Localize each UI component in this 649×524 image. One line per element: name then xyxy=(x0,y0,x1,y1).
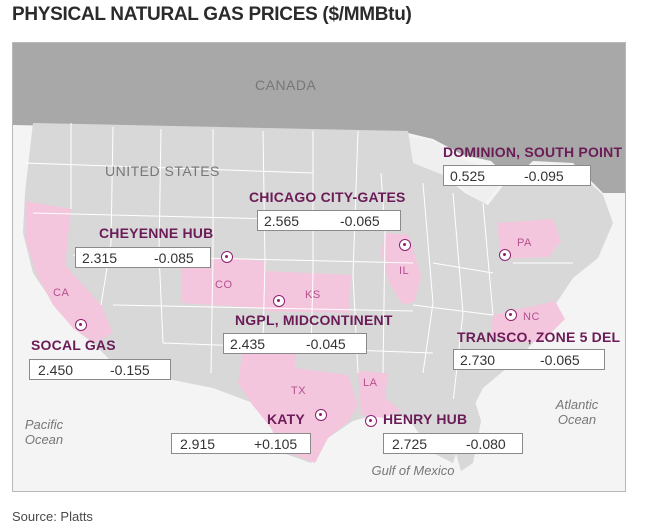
hub-marker-ngpl xyxy=(273,295,285,307)
price-box-transco: 2.730 -0.065 xyxy=(453,349,605,370)
price-box-socal: 2.450 -0.155 xyxy=(29,359,171,380)
hub-label-henry: HENRY HUB xyxy=(383,411,468,427)
hub-marker-dominion xyxy=(499,249,511,261)
hub-marker-chicago xyxy=(399,239,411,251)
hub-label-transco: TRANSCO, ZONE 5 DEL xyxy=(457,329,621,345)
hub-label-cheyenne: CHEYENNE HUB xyxy=(99,225,214,241)
chart-title: PHYSICAL NATURAL GAS PRICES ($/MMBtu) xyxy=(12,4,412,25)
state-il xyxy=(381,233,421,305)
price-change: +0.105 xyxy=(254,436,298,452)
state-tx xyxy=(238,348,358,463)
state-co xyxy=(181,255,265,308)
price-value: 2.450 xyxy=(38,362,74,378)
state-label-la: LA xyxy=(363,377,378,389)
state-label-pa: PA xyxy=(517,237,532,249)
state-ks xyxy=(263,271,351,313)
hub-marker-socal xyxy=(75,319,87,331)
price-box-chicago: 2.565 -0.065 xyxy=(257,210,401,231)
map-frame: CANADA UNITED STATES Pacific Ocean Atlan… xyxy=(12,42,626,492)
pacific-ocean-label: Pacific Ocean xyxy=(17,417,71,447)
state-ca xyxy=(25,201,113,343)
atlantic-ocean-label: Atlantic Ocean xyxy=(547,397,607,427)
state-label-nc: NC xyxy=(523,311,540,323)
canada-landmass xyxy=(13,43,625,193)
hub-label-katy: KATY xyxy=(267,411,305,427)
price-box-ngpl: 2.435 -0.045 xyxy=(223,333,367,354)
state-label-tx: TX xyxy=(291,385,307,397)
hub-marker-henry xyxy=(365,415,377,427)
hub-marker-cheyenne xyxy=(221,251,233,263)
state-label-ca: CA xyxy=(53,287,70,299)
atlantic-ocean-line-2: Ocean xyxy=(557,412,597,427)
price-box-katy: 2.915 +0.105 xyxy=(171,433,311,454)
hub-marker-katy xyxy=(315,409,327,421)
price-change: -0.085 xyxy=(154,250,194,266)
hub-label-socal: SOCAL GAS xyxy=(31,337,116,353)
state-la xyxy=(358,371,401,418)
price-change: -0.095 xyxy=(524,168,564,184)
price-box-dominion: 0.525 -0.095 xyxy=(443,165,591,186)
state-label-co: CO xyxy=(215,279,233,291)
pacific-ocean-line-1: Pacific xyxy=(24,417,64,432)
united-states-label: UNITED STATES xyxy=(105,163,220,179)
price-change: -0.065 xyxy=(340,213,380,229)
price-value: 2.435 xyxy=(230,336,266,352)
canada-label: CANADA xyxy=(255,77,317,93)
state-label-ks: KS xyxy=(305,289,321,301)
hub-label-dominion: DOMINION, SOUTH POINT xyxy=(443,144,623,160)
hub-marker-transco xyxy=(505,309,517,321)
price-value: 2.315 xyxy=(82,250,118,266)
price-change: -0.155 xyxy=(110,362,150,378)
price-change: -0.080 xyxy=(466,436,506,452)
pacific-ocean-line-2: Ocean xyxy=(24,432,64,447)
hub-label-ngpl: NGPL, MIDCONTINENT xyxy=(235,312,393,328)
gulf-of-mexico-label: Gulf of Mexico xyxy=(371,463,455,478)
price-box-cheyenne: 2.315 -0.085 xyxy=(75,247,211,268)
price-value: 2.565 xyxy=(264,213,300,229)
atlantic-ocean-line-1: Atlantic xyxy=(555,397,599,412)
price-value: 2.730 xyxy=(460,352,496,368)
price-value: 2.915 xyxy=(180,436,216,452)
state-pa xyxy=(497,219,561,259)
price-change: -0.065 xyxy=(540,352,580,368)
state-label-il: IL xyxy=(399,265,410,277)
price-value: 2.725 xyxy=(392,436,428,452)
price-value: 0.525 xyxy=(450,168,486,184)
price-box-henry: 2.725 -0.080 xyxy=(383,433,523,454)
hub-label-chicago: CHICAGO CITY-GATES xyxy=(249,189,406,205)
source-note: Source: Platts xyxy=(12,509,93,524)
price-change: -0.045 xyxy=(306,336,346,352)
